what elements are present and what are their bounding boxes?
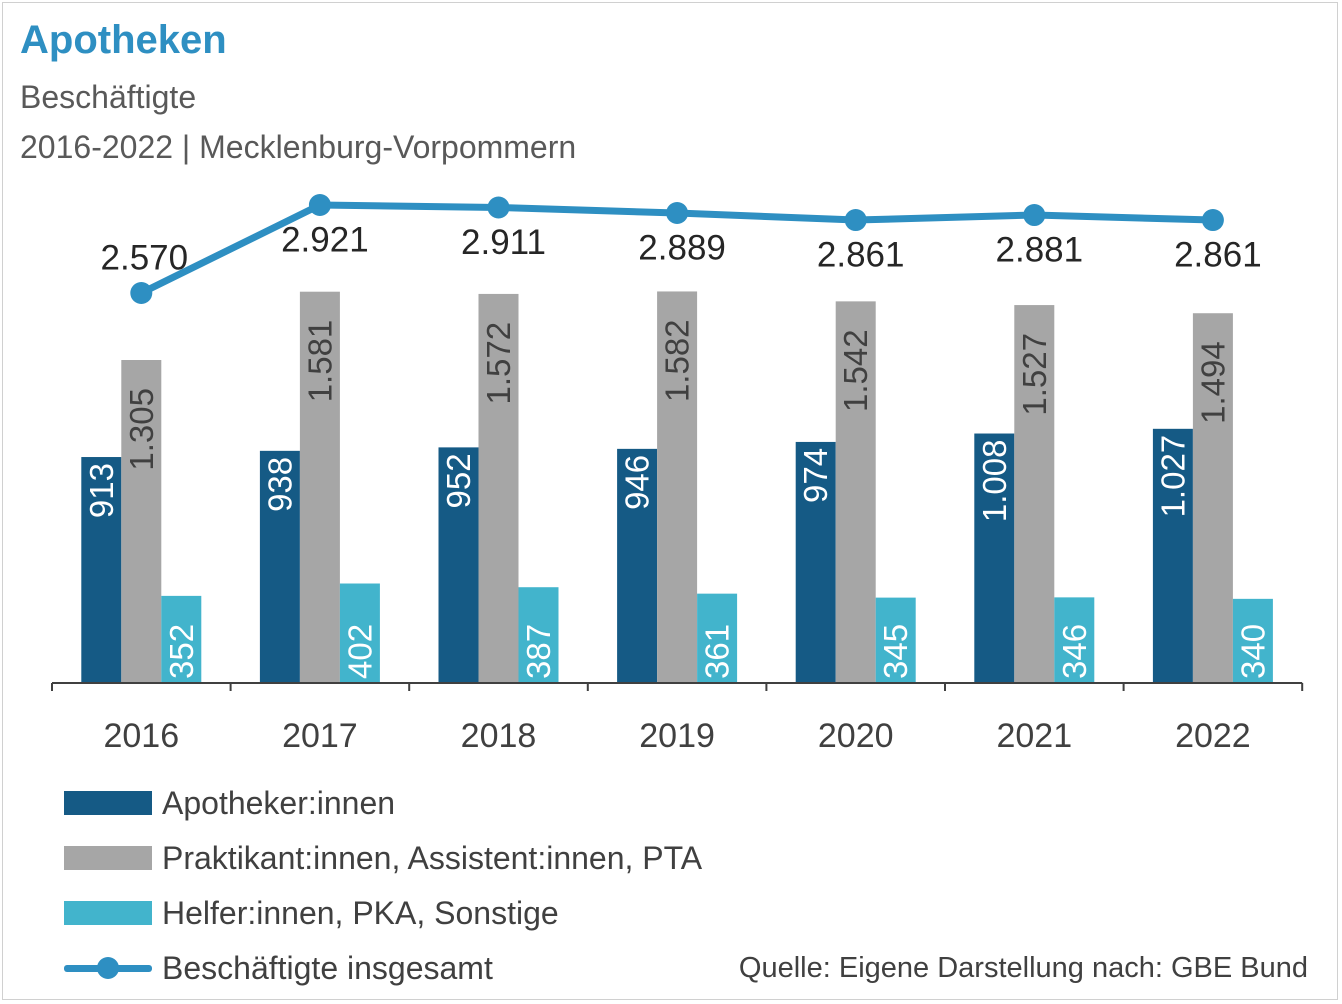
bar-label-helfer-2019: 361 bbox=[699, 624, 736, 679]
bar-label-helfer-2016: 352 bbox=[163, 624, 200, 679]
legend-item-helfer: Helfer:innen, PKA, Sonstige bbox=[64, 893, 559, 933]
bar-label-helfer-2022: 340 bbox=[1234, 624, 1271, 679]
legend-label-apotheker: Apotheker:innen bbox=[162, 785, 396, 821]
bar-label-praktikant-2018: 1.572 bbox=[480, 322, 517, 405]
bar-apotheker-2022 bbox=[1152, 428, 1193, 683]
bar-praktikant-2020 bbox=[835, 301, 876, 683]
bar-praktikant-2021 bbox=[1014, 305, 1055, 683]
bar-apotheker-2019 bbox=[617, 448, 658, 683]
line-label-2016: 2.570 bbox=[101, 238, 189, 277]
line-point-2022 bbox=[1201, 209, 1224, 232]
legend-swatch-praktikant bbox=[64, 846, 152, 870]
bar-helfer-2017 bbox=[339, 583, 380, 683]
chart-subtitle-range: 2016-2022 | Mecklenburg-Vorpommern bbox=[20, 129, 577, 165]
bar-label-praktikant-2016: 1.305 bbox=[123, 388, 160, 471]
bar-label-praktikant-2021: 1.527 bbox=[1016, 333, 1053, 416]
bar-label-apotheker-2020: 974 bbox=[797, 448, 834, 503]
legend-swatch-helfer bbox=[64, 901, 152, 925]
line-point-2017 bbox=[308, 194, 331, 216]
x-tick-label-2016: 2016 bbox=[103, 717, 179, 755]
bar-praktikant-2016 bbox=[121, 360, 162, 683]
x-tick-label-2019: 2019 bbox=[639, 717, 715, 755]
legend-item-total: Beschäftigte insgesamt bbox=[64, 948, 493, 988]
bar-helfer-2019 bbox=[697, 593, 738, 683]
line-point-2019 bbox=[666, 202, 689, 225]
bar-label-helfer-2021: 346 bbox=[1056, 624, 1093, 679]
bar-label-apotheker-2021: 1.008 bbox=[976, 440, 1013, 523]
x-tick-label-2018: 2018 bbox=[461, 717, 537, 755]
bar-label-praktikant-2019: 1.582 bbox=[659, 319, 696, 402]
bar-apotheker-2021 bbox=[974, 433, 1015, 683]
bar-label-apotheker-2018: 952 bbox=[440, 453, 477, 508]
bar-label-helfer-2018: 387 bbox=[520, 624, 557, 679]
bar-apotheker-2017 bbox=[259, 450, 300, 683]
bar-label-praktikant-2020: 1.542 bbox=[837, 329, 874, 412]
bar-label-praktikant-2017: 1.581 bbox=[301, 320, 338, 403]
legend-item-praktikant: Praktikant:innen, Assistent:innen, PTA bbox=[64, 838, 702, 878]
bar-helfer-2020 bbox=[875, 597, 916, 683]
bar-helfer-2022 bbox=[1232, 598, 1273, 683]
bar-praktikant-2018 bbox=[478, 293, 519, 683]
x-tick-label-2020: 2020 bbox=[818, 717, 894, 755]
x-tick-label-2017: 2017 bbox=[282, 717, 358, 755]
bar-label-apotheker-2022: 1.027 bbox=[1154, 435, 1191, 518]
bar-praktikant-2017 bbox=[299, 291, 340, 683]
line-label-2017: 2.921 bbox=[281, 221, 369, 260]
line-point-2018 bbox=[487, 196, 510, 219]
line-label-2021: 2.881 bbox=[996, 231, 1084, 270]
line-label-2020: 2.861 bbox=[817, 236, 905, 275]
line-point-2020 bbox=[844, 209, 867, 232]
chart-title: Apotheken bbox=[20, 18, 227, 62]
legend-label-helfer: Helfer:innen, PKA, Sonstige bbox=[162, 895, 559, 931]
legend-item-apotheker: Apotheker:innen bbox=[64, 783, 395, 823]
bar-praktikant-2019 bbox=[657, 291, 698, 683]
legend-swatch-apotheker bbox=[64, 791, 152, 815]
source-note: Quelle: Eigene Darstellung nach: GBE Bun… bbox=[738, 952, 1308, 984]
bar-label-apotheker-2016: 913 bbox=[83, 463, 120, 518]
bar-label-apotheker-2017: 938 bbox=[261, 457, 298, 512]
bar-helfer-2016 bbox=[161, 595, 202, 683]
line-label-2022: 2.861 bbox=[1174, 236, 1262, 275]
bar-apotheker-2016 bbox=[81, 457, 122, 683]
bar-apotheker-2020 bbox=[795, 441, 836, 683]
bar-apotheker-2018 bbox=[438, 447, 479, 683]
chart-subtitle: Beschäftigte bbox=[20, 79, 197, 115]
line-label-2018: 2.911 bbox=[461, 223, 546, 262]
bar-helfer-2021 bbox=[1054, 597, 1095, 683]
legend-label-praktikant: Praktikant:innen, Assistent:innen, PTA bbox=[162, 840, 703, 876]
x-tick-label-2021: 2021 bbox=[996, 717, 1072, 755]
bar-label-helfer-2020: 345 bbox=[877, 624, 914, 679]
x-tick-label-2022: 2022 bbox=[1175, 717, 1251, 755]
bar-label-helfer-2017: 402 bbox=[341, 624, 378, 679]
bar-label-apotheker-2019: 946 bbox=[619, 455, 656, 510]
legend-label-total: Beschäftigte insgesamt bbox=[162, 950, 493, 986]
legend-swatch-total bbox=[64, 956, 152, 980]
line-point-2016 bbox=[130, 281, 153, 304]
line-label-2019: 2.889 bbox=[638, 229, 726, 268]
bar-label-praktikant-2022: 1.494 bbox=[1194, 341, 1231, 424]
bar-praktikant-2022 bbox=[1192, 313, 1233, 683]
line-point-2021 bbox=[1023, 204, 1046, 227]
bar-helfer-2018 bbox=[518, 587, 559, 683]
